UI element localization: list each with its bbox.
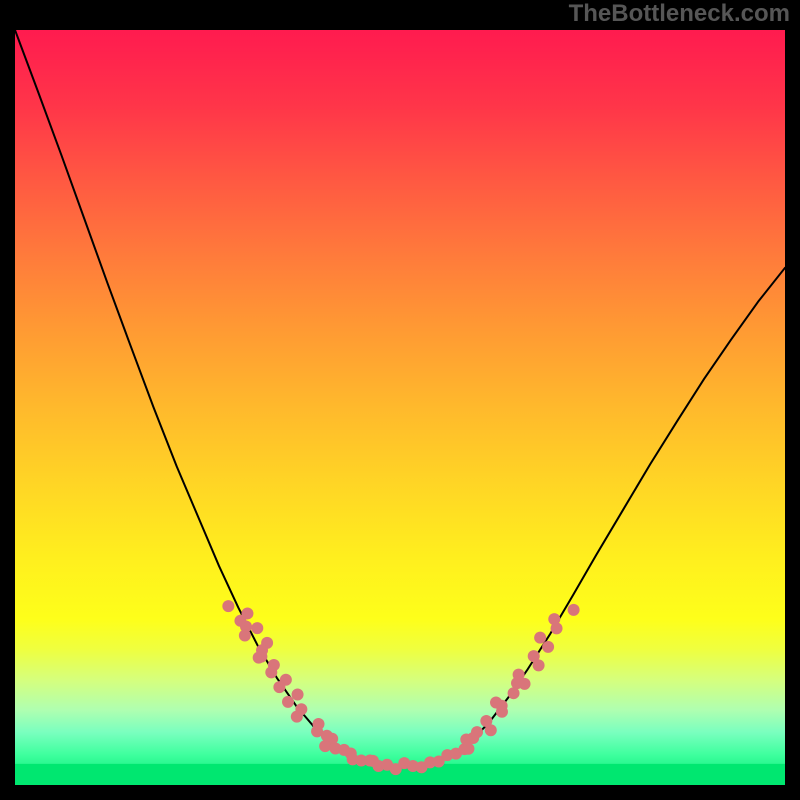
scatter-marker: [319, 740, 331, 752]
scatter-marker: [251, 622, 263, 634]
scatter-marker: [534, 632, 546, 644]
scatter-marker: [548, 613, 560, 625]
scatter-marker: [480, 715, 492, 727]
scatter-marker: [222, 600, 234, 612]
watermark-text: TheBottleneck.com: [569, 0, 790, 28]
scatter-marker: [568, 604, 580, 616]
scatter-marker: [292, 689, 304, 701]
chart-background: [15, 30, 785, 785]
scatter-marker: [460, 734, 472, 746]
chart-canvas: [15, 30, 785, 785]
scatter-marker: [542, 641, 554, 653]
chart-svg: [15, 30, 785, 785]
scatter-marker: [321, 730, 333, 742]
scatter-marker: [282, 696, 294, 708]
chart-root: TheBottleneck.com: [0, 0, 800, 800]
scatter-marker: [239, 630, 251, 642]
scatter-marker: [265, 666, 277, 678]
scatter-marker: [253, 652, 265, 664]
scatter-marker: [291, 711, 303, 723]
scatter-marker: [234, 615, 246, 627]
scatter-marker: [513, 669, 525, 681]
scatter-marker: [528, 650, 540, 662]
scatter-marker: [508, 687, 520, 699]
scatter-marker: [273, 681, 285, 693]
scatter-marker: [338, 744, 350, 756]
scatter-marker: [490, 696, 502, 708]
